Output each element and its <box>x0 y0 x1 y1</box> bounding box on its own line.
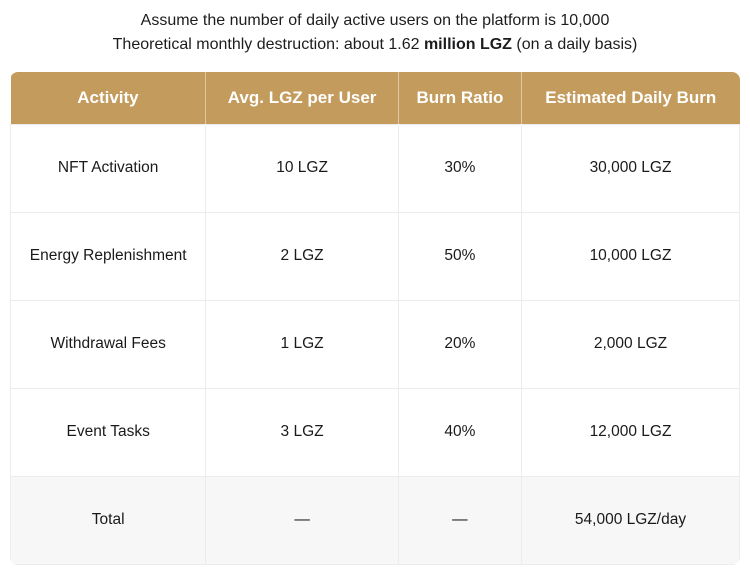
table-header: Activity Avg. LGZ per User Burn Ratio Es… <box>10 72 740 124</box>
table-row: Event Tasks 3 LGZ 40% 12,000 LGZ <box>10 387 740 477</box>
cell-estimated-daily-burn: 30,000 LGZ <box>521 123 740 213</box>
burn-table: Activity Avg. LGZ per User Burn Ratio Es… <box>10 72 740 565</box>
cell-avg-lgz-per-user: 1 LGZ <box>205 299 399 389</box>
cell-burn-ratio: 50% <box>397 211 523 301</box>
table-row: Total — — 54,000 LGZ/day <box>10 475 740 565</box>
cell-activity: Event Tasks <box>10 387 207 477</box>
column-header-avg-lgz-per-user: Avg. LGZ per User <box>205 72 399 124</box>
burn-table-card: Activity Avg. LGZ per User Burn Ratio Es… <box>10 72 740 565</box>
caption: Assume the number of daily active users … <box>0 0 750 57</box>
cell-burn-ratio: — <box>397 475 523 565</box>
cell-burn-ratio: 40% <box>397 387 523 477</box>
cell-avg-lgz-per-user: 10 LGZ <box>205 123 399 213</box>
column-header-estimated-daily-burn: Estimated Daily Burn <box>521 72 740 124</box>
column-header-activity: Activity <box>10 72 206 124</box>
table-row: Energy Replenishment 2 LGZ 50% 10,000 LG… <box>10 211 740 301</box>
caption-line-1: Assume the number of daily active users … <box>140 12 610 29</box>
table-row: Withdrawal Fees 1 LGZ 20% 2,000 LGZ <box>10 299 740 389</box>
cell-activity: Energy Replenishment <box>10 211 207 301</box>
caption-line-2: Theoretical monthly destruction: about 1… <box>0 33 750 57</box>
table-body: NFT Activation 10 LGZ 30% 30,000 LGZ Ene… <box>10 123 740 565</box>
cell-activity: NFT Activation <box>10 123 207 213</box>
caption-line-2-prefix: Theoretical monthly destruction: about 1… <box>112 36 424 53</box>
cell-estimated-daily-burn: 12,000 LGZ <box>521 387 740 477</box>
cell-avg-lgz-per-user: 2 LGZ <box>205 211 399 301</box>
cell-avg-lgz-per-user: — <box>205 475 399 565</box>
cell-burn-ratio: 20% <box>397 299 523 389</box>
caption-line-2-bold: million LGZ <box>423 36 512 53</box>
header-row: Activity Avg. LGZ per User Burn Ratio Es… <box>10 72 740 124</box>
cell-avg-lgz-per-user: 3 LGZ <box>205 387 399 477</box>
column-header-burn-ratio: Burn Ratio <box>397 72 522 124</box>
cell-estimated-daily-burn: 54,000 LGZ/day <box>521 475 740 565</box>
table-row: NFT Activation 10 LGZ 30% 30,000 LGZ <box>10 123 740 213</box>
caption-line-2-suffix: (on a daily basis) <box>511 36 638 53</box>
cell-burn-ratio: 30% <box>397 123 523 213</box>
cell-estimated-daily-burn: 2,000 LGZ <box>521 299 740 389</box>
cell-activity: Total <box>10 475 207 565</box>
cell-activity: Withdrawal Fees <box>10 299 207 389</box>
cell-estimated-daily-burn: 10,000 LGZ <box>521 211 740 301</box>
